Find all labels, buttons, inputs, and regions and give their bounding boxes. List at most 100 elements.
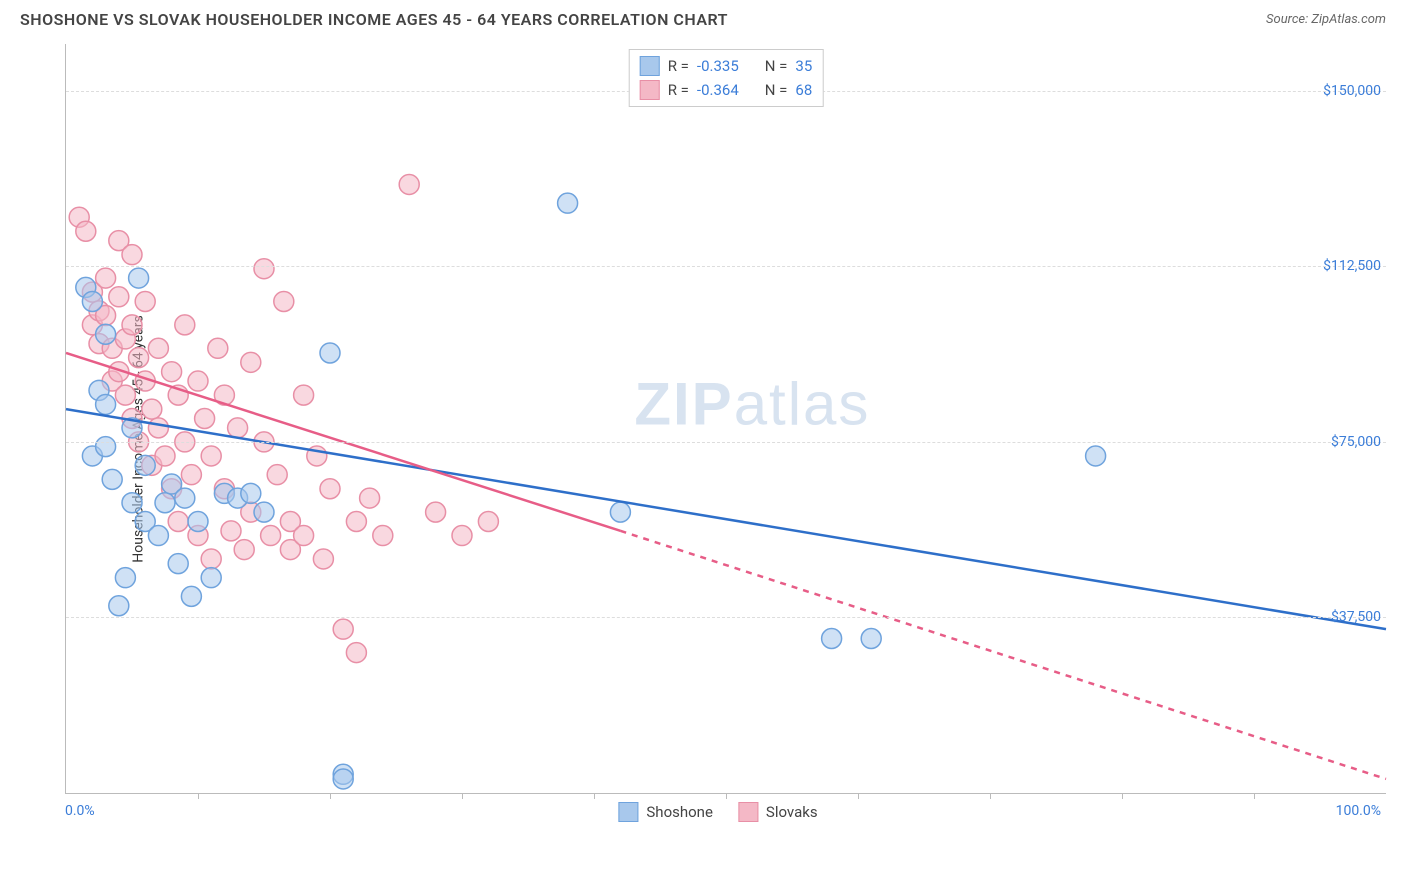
data-point (135, 291, 155, 311)
data-point (346, 643, 366, 663)
swatch-series1 (640, 56, 660, 76)
legend-bottom: Shoshone Slovaks (618, 802, 817, 822)
data-point (228, 418, 248, 438)
data-point (208, 338, 228, 358)
data-point (333, 619, 353, 639)
data-point (267, 465, 287, 485)
data-point (221, 521, 241, 541)
plot-area: ZIPatlas R = -0.335 N = 35 R = -0.364 N … (65, 44, 1386, 794)
data-point (115, 385, 135, 405)
data-point (426, 502, 446, 522)
header: SHOSHONE VS SLOVAK HOUSEHOLDER INCOME AG… (0, 0, 1406, 34)
x-tick (594, 793, 595, 799)
gridline (66, 266, 1386, 267)
data-point (82, 291, 102, 311)
data-point (96, 437, 116, 457)
data-point (122, 315, 142, 335)
data-point (155, 493, 175, 513)
data-point (478, 511, 498, 531)
swatch-series2 (640, 80, 660, 100)
chart-title: SHOSHONE VS SLOVAK HOUSEHOLDER INCOME AG… (20, 10, 728, 29)
x-tick (1254, 793, 1255, 799)
data-point (115, 568, 135, 588)
y-tick-label: $37,500 (1331, 609, 1381, 625)
y-tick-label: $150,000 (1323, 83, 1381, 99)
data-point (181, 586, 201, 606)
data-point (129, 268, 149, 288)
data-point (234, 540, 254, 560)
data-point (320, 479, 340, 499)
data-point (155, 446, 175, 466)
data-point (175, 315, 195, 335)
gridline (66, 442, 1386, 443)
data-point (195, 409, 215, 429)
data-point (241, 352, 261, 372)
y-tick-label: $112,500 (1323, 258, 1381, 274)
data-point (241, 483, 261, 503)
x-tick (1122, 793, 1123, 799)
data-point (346, 511, 366, 531)
data-point (254, 502, 274, 522)
data-point (294, 385, 314, 405)
data-point (188, 371, 208, 391)
data-point (201, 568, 221, 588)
data-point (373, 526, 393, 546)
data-point (294, 526, 314, 546)
data-point (96, 268, 116, 288)
data-point (102, 469, 122, 489)
data-point (360, 488, 380, 508)
legend-top-row-2: R = -0.364 N = 68 (640, 78, 813, 102)
data-point (861, 629, 881, 649)
data-point (181, 465, 201, 485)
source-label: Source: ZipAtlas.com (1266, 12, 1386, 27)
data-point (274, 291, 294, 311)
data-point (399, 174, 419, 194)
y-tick-label: $75,000 (1331, 434, 1381, 450)
data-point (162, 362, 182, 382)
data-point (261, 526, 281, 546)
data-point (558, 193, 578, 213)
x-tick (462, 793, 463, 799)
data-point (201, 549, 221, 569)
legend-bottom-item-2: Slovaks (738, 802, 818, 822)
x-tick (198, 793, 199, 799)
regression-line (620, 531, 1386, 779)
data-point (96, 394, 116, 414)
data-point (76, 221, 96, 241)
legend-top: R = -0.335 N = 35 R = -0.364 N = 68 (629, 49, 824, 107)
swatch-series2-bottom (738, 802, 758, 822)
data-point (135, 455, 155, 475)
data-point (822, 629, 842, 649)
data-point (188, 511, 208, 531)
swatch-series1-bottom (618, 802, 638, 822)
x-tick (330, 793, 331, 799)
data-point (142, 399, 162, 419)
data-point (1086, 446, 1106, 466)
data-point (168, 554, 188, 574)
data-point (254, 259, 274, 279)
data-point (610, 502, 630, 522)
data-point (148, 526, 168, 546)
data-point (168, 511, 188, 531)
data-point (129, 348, 149, 368)
x-axis-label-left: 0.0% (65, 803, 95, 819)
data-point (109, 596, 129, 616)
data-point (96, 324, 116, 344)
x-tick (726, 793, 727, 799)
data-point (320, 343, 340, 363)
legend-top-row-1: R = -0.335 N = 35 (640, 54, 813, 78)
data-point (313, 549, 333, 569)
data-point (148, 338, 168, 358)
data-point (333, 769, 353, 789)
legend-bottom-item-1: Shoshone (618, 802, 713, 822)
data-point (452, 526, 472, 546)
chart-container: Householder Income Ages 45 - 64 years ZI… (50, 44, 1386, 834)
plot-svg (66, 44, 1386, 793)
data-point (122, 245, 142, 265)
data-point (122, 493, 142, 513)
x-axis-label-right: 100.0% (1336, 803, 1381, 819)
gridline (66, 617, 1386, 618)
data-point (175, 488, 195, 508)
x-tick (858, 793, 859, 799)
x-tick (990, 793, 991, 799)
